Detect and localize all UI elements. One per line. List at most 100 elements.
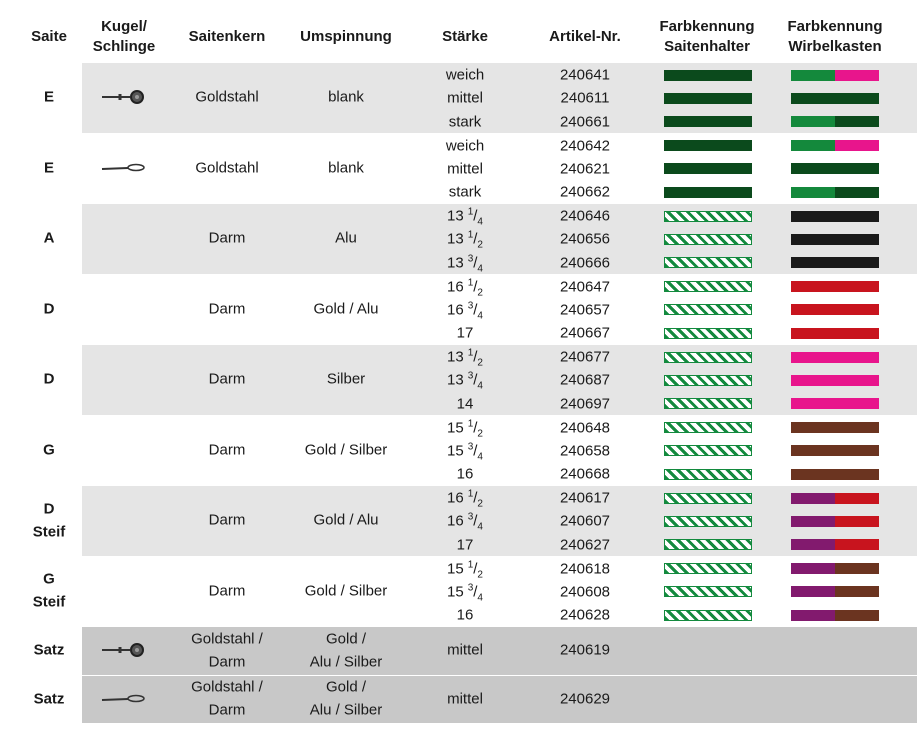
staerke: mittel: [447, 641, 483, 659]
staerke-den: 4: [477, 451, 483, 463]
staerke-slash: /: [473, 207, 478, 225]
halter-bar: [664, 92, 752, 104]
artikel-nr: 240611: [560, 89, 610, 107]
wirbel-bar: [791, 257, 879, 269]
wirbel-part: [835, 563, 879, 574]
header-staerke: Stärke: [442, 28, 488, 45]
wirbel-part: [791, 609, 835, 621]
staerke-whole: 16: [447, 278, 464, 295]
kugel-icon: [101, 163, 145, 171]
wirbel-part: [791, 210, 879, 222]
staerke-slash: /: [473, 230, 478, 248]
kugel-icon: [101, 694, 145, 702]
wirbel-part: [791, 515, 835, 527]
staerke: 16 1/2: [447, 487, 483, 510]
umspinnung: Gold /: [325, 678, 367, 696]
staerke-num: 3: [467, 511, 474, 523]
staerke-num: 3: [467, 441, 474, 453]
umspinnung: Gold / Alu: [313, 300, 379, 318]
halter-bar: [664, 492, 752, 504]
artikel-nr: 240648: [559, 419, 611, 436]
wirbel-bar: [791, 563, 879, 574]
artikel-nr: 240617: [559, 489, 611, 507]
wirbel-part: [791, 539, 835, 551]
staerke: weich: [445, 137, 485, 154]
saitenkern: Darm: [208, 701, 246, 719]
umspinnung: blank: [328, 88, 364, 106]
saitenkern: Goldstahl: [195, 159, 259, 177]
wirbel-part: [835, 586, 879, 598]
staerke-slash: /: [473, 254, 478, 272]
saitenkern: Goldstahl: [195, 88, 259, 106]
halter-bar: [664, 186, 752, 198]
wirbel-part: [835, 515, 879, 527]
staerke-whole: 16: [447, 489, 464, 507]
artikel-nr: 240621: [559, 160, 611, 178]
staerke-slash: /: [473, 371, 478, 389]
group-band: [82, 627, 917, 675]
wirbel-part: [835, 492, 879, 504]
header-wirbel: Wirbelkasten: [788, 38, 882, 55]
staerke-num: 1: [467, 277, 474, 288]
staerke-whole: 15: [447, 583, 464, 601]
wirbel-bar: [791, 327, 879, 339]
umspinnung: Gold / Alu: [313, 511, 379, 529]
saite: G: [43, 441, 55, 459]
halter-bar: [664, 281, 752, 292]
umspinnung: Gold / Silber: [304, 582, 388, 600]
saite: A: [43, 229, 55, 247]
header-halter: Saitenhalter: [664, 38, 750, 55]
wirbel-bar: [791, 609, 879, 621]
wirbel-bar: [791, 116, 879, 128]
staerke-whole: 13: [447, 230, 464, 248]
staerke: mittel: [447, 160, 483, 178]
staerke-den: 4: [477, 216, 483, 228]
wirbel-part: [835, 186, 879, 198]
wirbel-part: [835, 609, 879, 621]
halter-bar: [664, 563, 752, 574]
wirbel-part: [835, 116, 879, 128]
staerke-num: 1: [467, 206, 474, 218]
halter-bar: [664, 163, 752, 175]
staerke-den: 2: [477, 498, 483, 510]
halter-bar: [664, 468, 752, 480]
staerke: 13 3/4: [447, 369, 483, 392]
staerke-den: 4: [477, 263, 483, 275]
staerke: mittel: [447, 690, 483, 708]
staerke: 16 3/4: [447, 298, 483, 321]
staerke-num: 3: [467, 370, 474, 382]
artikel-nr: 240629: [559, 690, 611, 708]
halter-bar: [664, 422, 752, 433]
wirbel-part: [791, 563, 835, 574]
artikel-nr: 240656: [559, 230, 611, 248]
halter-bar: [664, 515, 752, 527]
group-band: [82, 63, 917, 133]
saite: E: [43, 159, 55, 177]
staerke: 13 1/2: [447, 228, 483, 251]
header-halter: Farbkennung: [659, 18, 755, 35]
staerke-slash: /: [473, 583, 478, 601]
staerke: 16: [456, 465, 474, 483]
artikel-nr: 240658: [559, 442, 611, 460]
umspinnung: blank: [328, 159, 364, 177]
wirbel-bar: [791, 186, 879, 198]
artikel-nr: 240647: [559, 278, 611, 295]
wirbel-bar: [791, 281, 879, 292]
artikel-nr: 240628: [559, 606, 611, 624]
wirbel-bar: [791, 539, 879, 551]
halter-bar: [664, 233, 752, 245]
header-saite: Saite: [31, 28, 67, 45]
staerke-whole: 15: [447, 560, 464, 577]
staerke-num: 3: [467, 253, 474, 265]
saitenkern: Goldstahl /: [191, 630, 263, 648]
kugel-icon: [102, 90, 144, 105]
saitenkern: Darm: [208, 300, 246, 318]
staerke-whole: 13: [447, 371, 464, 389]
wirbel-bar: [791, 492, 879, 504]
group-band: [82, 675, 917, 723]
group-band: [82, 204, 917, 274]
umspinnung: Gold /: [325, 630, 367, 648]
wirbel-bar: [791, 140, 879, 151]
kugel-icon: [102, 643, 144, 658]
halter-bar: [664, 140, 752, 151]
